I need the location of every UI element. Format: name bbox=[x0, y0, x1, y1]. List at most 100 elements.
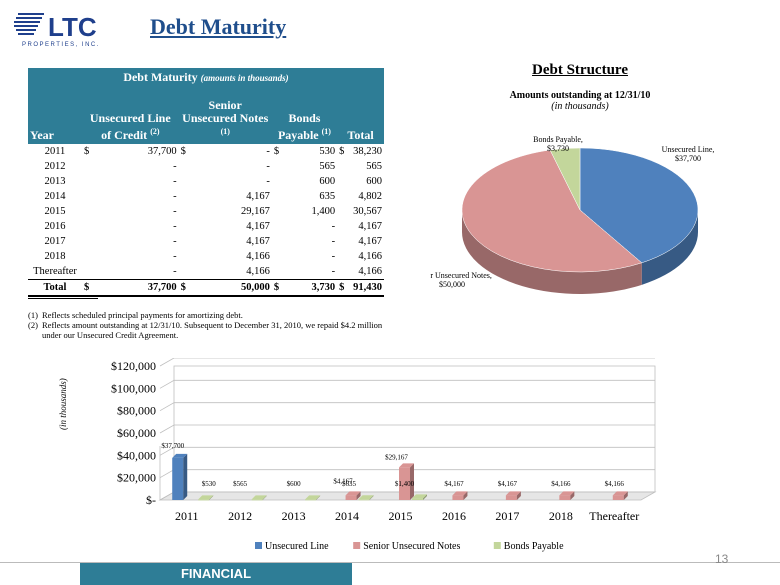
y-tick-label: $100,000 bbox=[111, 381, 156, 395]
bar-side bbox=[423, 494, 427, 500]
cell-currency bbox=[82, 189, 96, 204]
y-tick-label: $80,000 bbox=[117, 404, 156, 418]
gridline bbox=[159, 379, 655, 389]
cell-currency bbox=[272, 204, 286, 219]
table-row: 2011 $37,700 $ - $530 $38,230 bbox=[28, 144, 384, 159]
footer-divider bbox=[0, 562, 780, 563]
cell-year: 2013 bbox=[44, 176, 66, 187]
cell-total: 30,567 bbox=[353, 206, 382, 217]
col-bonds-label: Bonds Payable bbox=[277, 111, 321, 142]
bar-bonds-payable bbox=[358, 499, 370, 501]
table-total-row: Total $37,700 $50,000 $3,730 $91,430 bbox=[28, 279, 384, 297]
legend-item-label: Senior Unsecured Notes bbox=[363, 541, 460, 552]
pie-slice-side-1 bbox=[462, 210, 642, 294]
cell-currency bbox=[337, 189, 351, 204]
cell-senior-notes: 4,167 bbox=[246, 191, 270, 202]
pie-slice-0 bbox=[579, 147, 699, 264]
cell-line-of-credit: 37,700 bbox=[147, 146, 177, 157]
y-tick-label: $40,000 bbox=[117, 448, 156, 462]
cell-total: 4,166 bbox=[358, 266, 382, 277]
cell-currency bbox=[179, 159, 193, 174]
logo-subtext: PROPERTIES, INC. bbox=[22, 42, 100, 48]
footnote-1: (1) Reflects scheduled principal payment… bbox=[28, 310, 398, 320]
cell-currency bbox=[337, 204, 351, 219]
footnote-mark: (2) bbox=[28, 320, 38, 330]
col-notes: Senior Unsecured Notes (1) bbox=[178, 86, 272, 144]
table-row: 2014 - 4,167 635 4,802 bbox=[28, 189, 384, 204]
cell-currency bbox=[179, 234, 193, 249]
legend-swatch bbox=[255, 542, 262, 549]
col-year: Year bbox=[28, 86, 82, 144]
cell-total: 38,230 bbox=[353, 146, 382, 157]
bar-top bbox=[345, 491, 361, 496]
bar-side bbox=[516, 491, 521, 500]
bar-data-label: $600 bbox=[287, 480, 302, 488]
bar-side bbox=[623, 491, 628, 500]
pie-data-label: Senior Unsecured Notes,$50,000 bbox=[430, 271, 492, 289]
structure-subtitle-units: (in thousands) bbox=[551, 101, 609, 112]
pie-data-label: Unsecured Line, $37,700 bbox=[662, 145, 715, 163]
cell-bonds: 635 bbox=[319, 191, 336, 202]
pie-slice-1 bbox=[461, 149, 643, 273]
gridline bbox=[159, 358, 655, 367]
cell-currency bbox=[82, 159, 96, 174]
cell-line-of-credit: - bbox=[173, 176, 177, 187]
cell-year: Thereafter bbox=[33, 266, 77, 277]
bar-side bbox=[463, 491, 468, 500]
cell-currency bbox=[179, 249, 193, 264]
col-line-note: (2) bbox=[150, 127, 160, 136]
cell-currency bbox=[179, 204, 193, 219]
x-tick-label: 2015 bbox=[389, 509, 413, 523]
bar-data-label: $635 bbox=[342, 480, 357, 488]
bar-bonds-payable bbox=[198, 499, 210, 501]
cell-currency bbox=[337, 219, 351, 234]
x-tick-label: 2017 bbox=[495, 509, 519, 523]
cell-total: 4,802 bbox=[358, 191, 382, 202]
debt-maturity-bar-chart: $- $20,000 $40,000 $60,000 $80,000 $100,000 $1… bbox=[111, 358, 657, 552]
bar-top bbox=[612, 491, 628, 496]
table-body: 2011 $37,700 $ - $530 $38,230 2012- -565 565 2013… bbox=[28, 144, 384, 297]
maturity-table: Year Unsecured Line of Credit (2) Senior… bbox=[28, 86, 384, 297]
cell-year: 2018 bbox=[44, 251, 66, 262]
bar-side bbox=[209, 495, 214, 500]
cell-currency bbox=[179, 219, 193, 234]
cell-currency bbox=[82, 249, 96, 264]
cell-currency bbox=[82, 219, 96, 234]
bar-top bbox=[399, 463, 414, 468]
col-bonds-note: (1) bbox=[321, 127, 331, 136]
table-row: 2015 - 29,167 1,400 30,567 bbox=[28, 204, 384, 219]
bar-senior-unsecured-notes bbox=[452, 495, 464, 500]
bar-data-label: $4,167 bbox=[498, 480, 518, 488]
debt-maturity-table: Debt Maturity (amounts in thousands) Yea… bbox=[28, 68, 384, 297]
cell-currency bbox=[179, 264, 193, 280]
cell-total: 4,166 bbox=[358, 251, 382, 262]
structure-subtitle: Amounts outstanding at 12/31/10 bbox=[509, 90, 651, 101]
cell-currency bbox=[272, 219, 286, 234]
cell-currency bbox=[82, 174, 96, 189]
bar-senior-unsecured-notes bbox=[399, 467, 410, 500]
bar-side bbox=[316, 495, 321, 500]
bar-top bbox=[251, 495, 267, 500]
col-bonds: Bonds Payable (1) bbox=[271, 86, 338, 144]
company-logo: LTC PROPERTIES, INC. bbox=[14, 12, 100, 48]
bar-data-label: $565 bbox=[233, 480, 248, 488]
gridline bbox=[159, 424, 655, 434]
x-tick-label: 2011 bbox=[175, 509, 199, 523]
cell-senior-notes: - bbox=[266, 161, 270, 172]
col-total: Total bbox=[337, 86, 384, 144]
bar-top bbox=[559, 491, 575, 496]
footnotes: (1) Reflects scheduled principal payment… bbox=[28, 310, 398, 340]
cell-line-of-credit: - bbox=[173, 266, 177, 277]
y-axis-title: (in thousands) bbox=[58, 378, 68, 430]
x-tick-label: 2016 bbox=[442, 509, 466, 523]
cell-senior-notes: 50,000 bbox=[192, 279, 272, 297]
page-title: Debt Maturity bbox=[150, 14, 287, 39]
bar-senior-unsecured-notes bbox=[505, 495, 517, 500]
cell-currency: $ bbox=[271, 279, 286, 297]
cell-currency: $ bbox=[84, 146, 90, 157]
cell-total: 91,430 bbox=[351, 279, 384, 297]
x-tick-label: 2013 bbox=[282, 509, 306, 523]
x-tick-label: 2012 bbox=[228, 509, 252, 523]
bar-data-label: $1,400 bbox=[395, 480, 415, 488]
cell-currency: $ bbox=[339, 146, 345, 157]
